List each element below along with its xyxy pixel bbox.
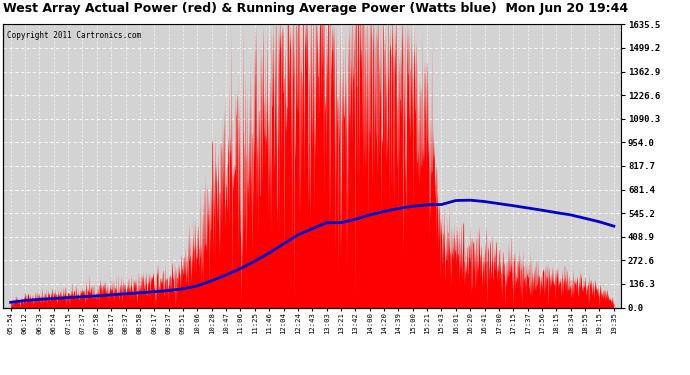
Text: Copyright 2011 Cartronics.com: Copyright 2011 Cartronics.com xyxy=(6,32,141,40)
Text: West Array Actual Power (red) & Running Average Power (Watts blue)  Mon Jun 20 1: West Array Actual Power (red) & Running … xyxy=(3,2,629,15)
